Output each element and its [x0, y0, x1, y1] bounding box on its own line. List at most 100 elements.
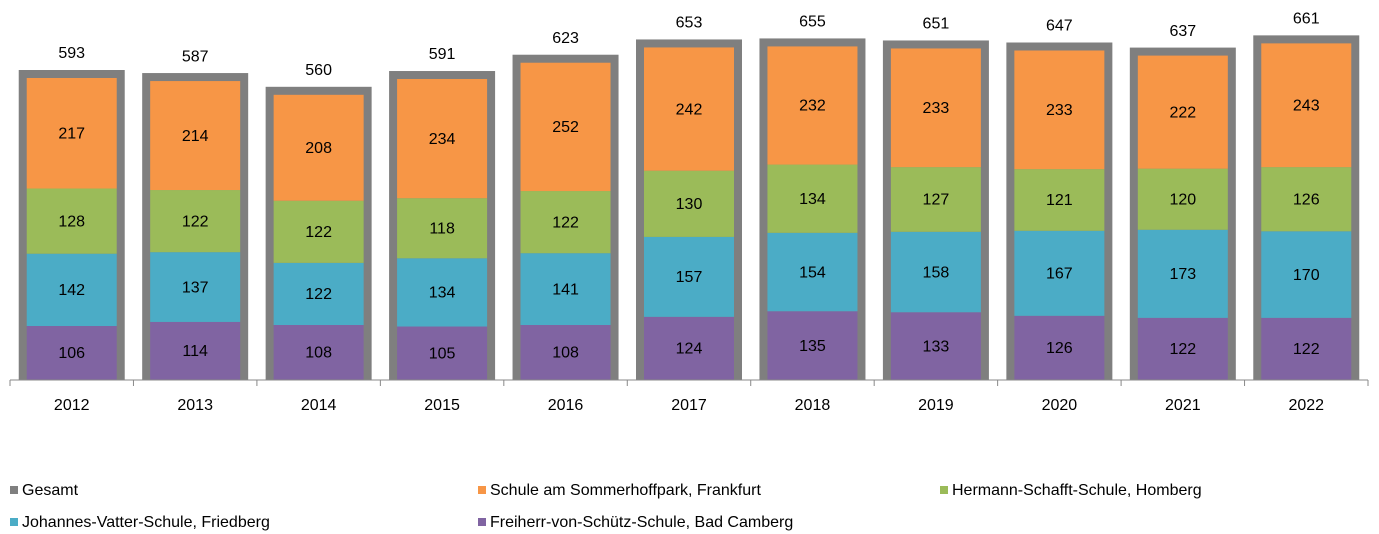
value-label: 243 — [1293, 97, 1320, 114]
bar-segment — [26, 253, 117, 327]
bar-segment — [397, 326, 488, 380]
value-label: 167 — [1046, 266, 1073, 283]
legend-label: Schule am Sommerhoffpark, Frankfurt — [490, 482, 761, 499]
value-label: 122 — [182, 213, 209, 230]
bar-segment — [26, 188, 117, 254]
x-tick-label: 2015 — [424, 397, 460, 414]
bar-segment — [767, 232, 858, 312]
value-label: 114 — [182, 343, 208, 360]
value-label: 122 — [1293, 341, 1320, 358]
bar-segment — [1137, 55, 1228, 169]
x-tick-label: 2019 — [918, 397, 954, 414]
x-tick-label: 2014 — [301, 397, 337, 414]
value-label: 122 — [552, 214, 579, 231]
bar-segment — [273, 324, 364, 380]
value-label: 232 — [799, 98, 826, 115]
value-label: 121 — [1046, 192, 1073, 209]
x-tick-label: 2018 — [795, 397, 831, 414]
bar-segment — [890, 312, 981, 380]
value-label: 134 — [429, 285, 456, 302]
x-tick-label: 2016 — [548, 397, 584, 414]
value-label: 122 — [305, 286, 332, 303]
bar-segment — [397, 198, 488, 259]
bar-segment — [150, 190, 241, 253]
bar-segment — [1014, 169, 1105, 231]
x-tick-label: 2017 — [671, 397, 707, 414]
value-label: 106 — [58, 345, 85, 362]
total-label: 593 — [58, 45, 85, 62]
value-label: 158 — [923, 264, 950, 281]
bar-segment — [520, 62, 611, 192]
bar-segment — [520, 324, 611, 380]
total-label: 653 — [676, 15, 703, 32]
bar-segment — [1137, 229, 1228, 318]
value-label: 105 — [429, 345, 456, 362]
bar-segment — [1261, 317, 1352, 380]
value-label: 137 — [182, 279, 209, 296]
value-label: 130 — [676, 196, 703, 213]
legend-label: Gesamt — [22, 482, 79, 499]
bar-segment — [767, 164, 858, 233]
value-label: 141 — [552, 281, 579, 298]
legend-label: Freiherr-von-Schütz-Schule, Bad Camberg — [490, 514, 793, 531]
bar-segment — [1014, 50, 1105, 170]
total-label: 587 — [182, 48, 209, 65]
bar-segment — [890, 231, 981, 313]
bar-segment — [150, 252, 241, 322]
bar-segment — [890, 48, 981, 168]
bar-segment — [1137, 168, 1228, 230]
legend-swatch — [478, 518, 486, 526]
legend-swatch — [940, 486, 948, 494]
value-label: 134 — [799, 191, 826, 208]
value-label: 173 — [1169, 266, 1196, 283]
value-label: 208 — [305, 140, 332, 157]
bar-segment — [767, 311, 858, 380]
value-label: 214 — [182, 128, 209, 145]
value-label: 157 — [676, 269, 703, 286]
bar-segment — [150, 321, 241, 380]
total-label: 560 — [305, 62, 332, 79]
bar-segment — [644, 316, 734, 380]
total-label: 637 — [1169, 23, 1196, 40]
bar-segment — [397, 79, 488, 199]
x-tick-label: 2012 — [54, 397, 90, 414]
value-label: 126 — [1293, 191, 1320, 208]
value-label: 126 — [1046, 340, 1073, 357]
bar-segment — [1014, 315, 1105, 380]
value-label: 124 — [676, 341, 703, 358]
bar-segment — [520, 253, 611, 325]
x-tick-label: 2020 — [1042, 397, 1078, 414]
value-label: 234 — [429, 131, 456, 148]
bar-segment — [150, 81, 241, 191]
bar-segment — [520, 191, 611, 254]
value-label: 128 — [58, 213, 85, 230]
total-label: 661 — [1293, 11, 1320, 28]
bar-segment — [273, 200, 364, 263]
value-label: 120 — [1169, 191, 1196, 208]
total-label: 655 — [799, 14, 826, 31]
value-label: 133 — [923, 338, 950, 355]
bar-segment — [644, 47, 734, 171]
x-tick-label: 2013 — [177, 397, 213, 414]
bar-segment — [1137, 317, 1228, 380]
value-label: 127 — [923, 192, 950, 209]
value-label: 142 — [58, 282, 85, 299]
bar-segment — [644, 236, 734, 317]
legend-swatch — [10, 486, 18, 494]
value-label: 122 — [305, 224, 332, 241]
total-label: 651 — [923, 16, 950, 33]
value-label: 233 — [1046, 102, 1073, 119]
bar-segment — [1261, 43, 1352, 168]
value-label: 170 — [1293, 267, 1320, 284]
bar-segment — [890, 167, 981, 232]
value-label: 252 — [552, 119, 579, 136]
total-label: 647 — [1046, 18, 1073, 35]
value-label: 118 — [429, 220, 455, 237]
value-label: 222 — [1169, 104, 1196, 121]
bar-segment — [767, 46, 858, 165]
legend-swatch — [10, 518, 18, 526]
legend-swatch — [478, 486, 486, 494]
legend-label: Hermann-Schafft-Schule, Homberg — [952, 482, 1202, 499]
bar-segment — [273, 262, 364, 325]
value-label: 108 — [305, 345, 332, 362]
